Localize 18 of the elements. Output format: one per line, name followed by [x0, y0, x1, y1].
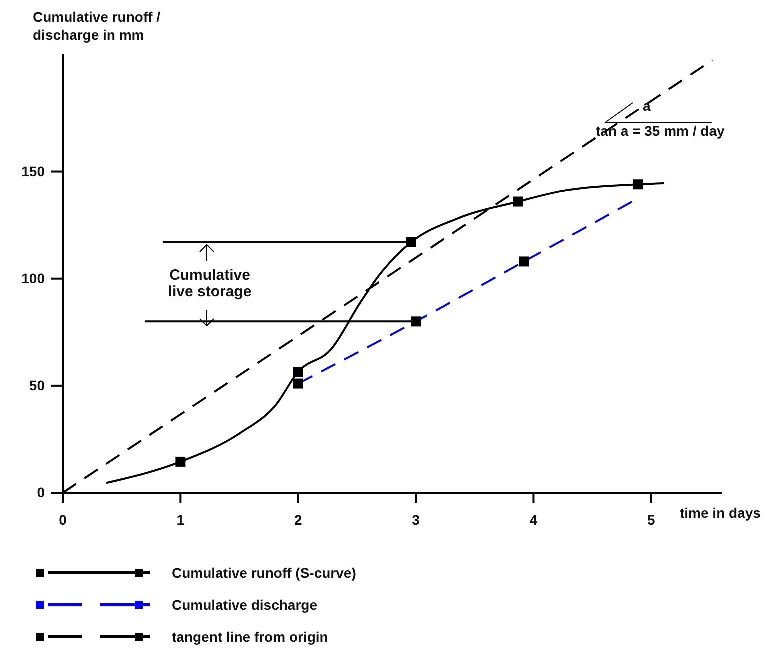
y-tick-label: 150	[22, 163, 46, 180]
x-tick-label: 0	[59, 512, 68, 528]
x-tick-label: 5	[647, 512, 656, 528]
legend-label: tangent line from origin	[172, 629, 328, 645]
x-tick-label: 3	[412, 512, 420, 528]
annotation: tan a = 35 mm / day	[596, 123, 725, 139]
y-tick-label: 50	[29, 377, 46, 394]
x-axis-title: time in days	[680, 505, 762, 521]
y-axis-title: Cumulative runoff / discharge in mm	[33, 9, 161, 44]
annotation: a	[643, 98, 651, 114]
x-tick-label: 4	[530, 512, 538, 528]
y-tick-label: 100	[22, 270, 46, 286]
legend-label: Cumulative discharge	[172, 597, 318, 613]
x-tick-label: 2	[294, 512, 302, 528]
annotation: Cumulative live storage	[168, 267, 252, 300]
x-tick-label: 1	[176, 512, 185, 528]
legend-label: Cumulative runoff (S-curve)	[172, 565, 356, 581]
y-tick-label: 0	[37, 484, 46, 500]
